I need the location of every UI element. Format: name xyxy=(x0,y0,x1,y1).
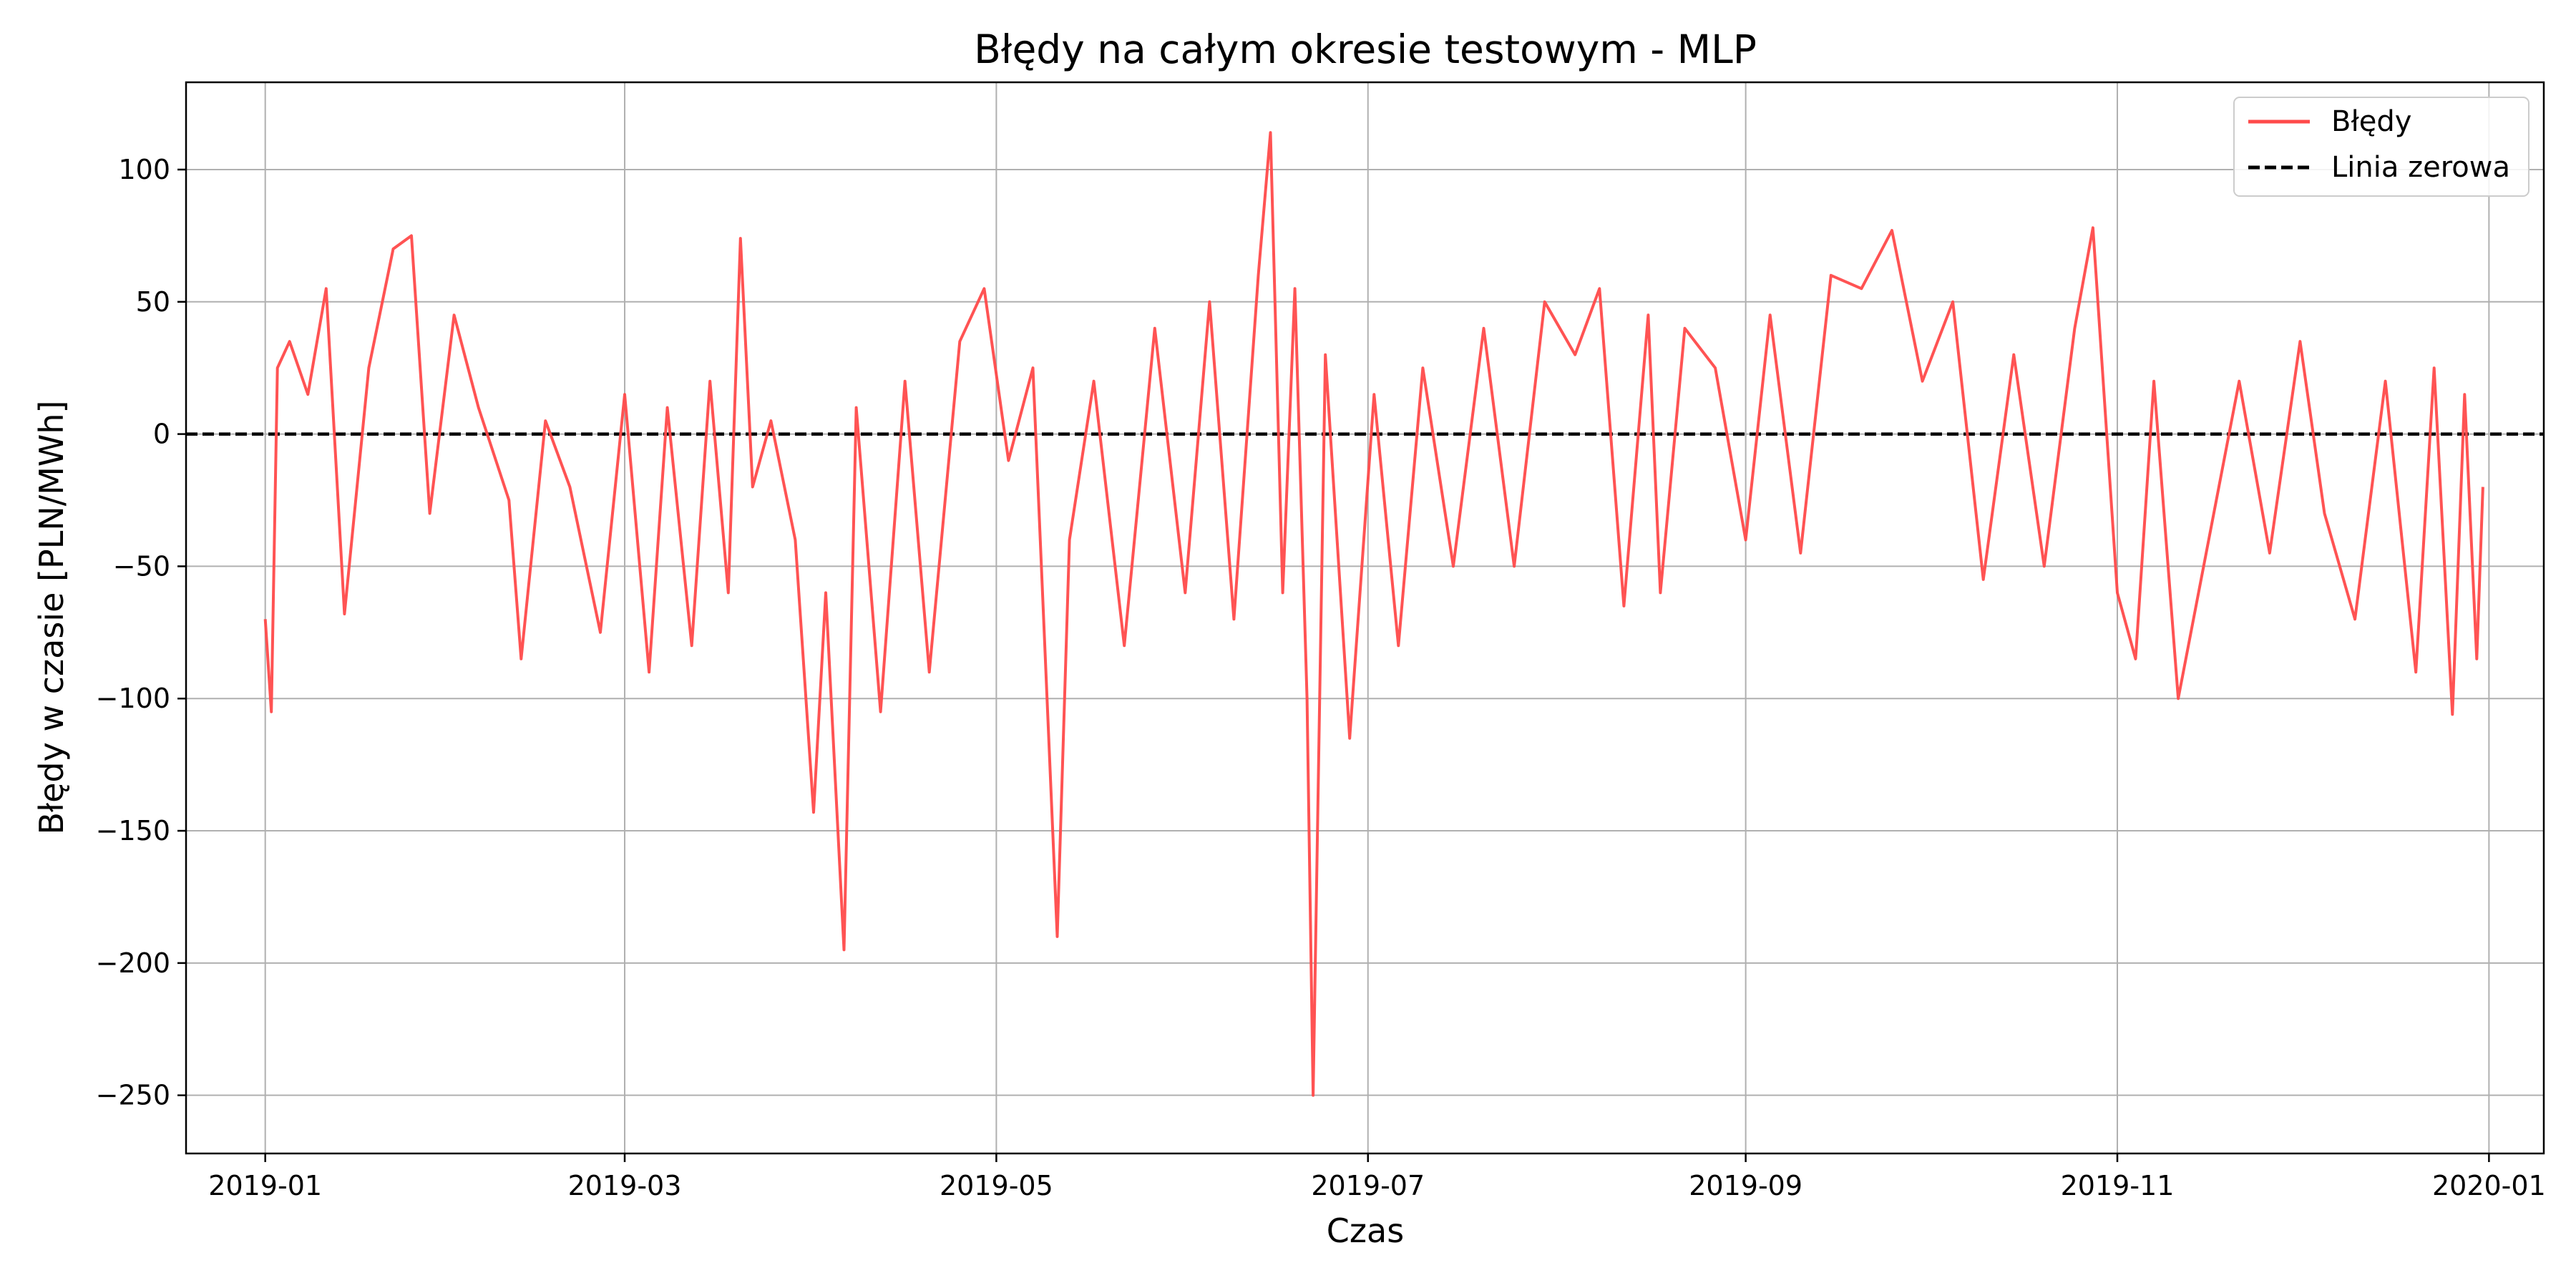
y-tick-label: 50 xyxy=(136,286,170,318)
y-axis-label: Błędy w czasie [PLN/MWh] xyxy=(32,400,71,834)
legend-label-linia-zerowa: Linia zerowa xyxy=(2331,151,2510,184)
x-tick-label: 2019-05 xyxy=(940,1170,1053,1201)
y-tick-label: 100 xyxy=(118,154,170,185)
y-tick-label: −50 xyxy=(113,550,170,582)
legend: Błędy Linia zerowa xyxy=(2233,97,2529,197)
x-tick-label: 2019-09 xyxy=(1689,1170,1802,1201)
chart-title: Błędy na całym okresie testowym - MLP xyxy=(974,26,1757,72)
series-line-bledy xyxy=(263,131,2484,1097)
series-layer xyxy=(263,131,2484,1097)
legend-label-bledy: Błędy xyxy=(2331,105,2411,138)
y-tick-label: −200 xyxy=(96,947,170,979)
x-tick-label: 2019-07 xyxy=(1311,1170,1425,1201)
plot-frame xyxy=(185,81,2545,1155)
y-tick-label: −250 xyxy=(96,1080,170,1111)
y-tick-label: −100 xyxy=(96,683,170,714)
x-tick-label: 2020-01 xyxy=(2432,1170,2546,1201)
x-tick-label: 2019-11 xyxy=(2061,1170,2175,1201)
ticks: 2019-01 2019-03 2019-05 2019-07 2019-09 2019-… xyxy=(96,154,2546,1201)
x-tick-label: 2019-01 xyxy=(208,1170,322,1201)
y-tick-label: −150 xyxy=(96,815,170,847)
x-tick-label: 2019-03 xyxy=(568,1170,682,1201)
x-axis-label: Czas xyxy=(1327,1211,1404,1250)
y-tick-label: 0 xyxy=(153,419,170,450)
